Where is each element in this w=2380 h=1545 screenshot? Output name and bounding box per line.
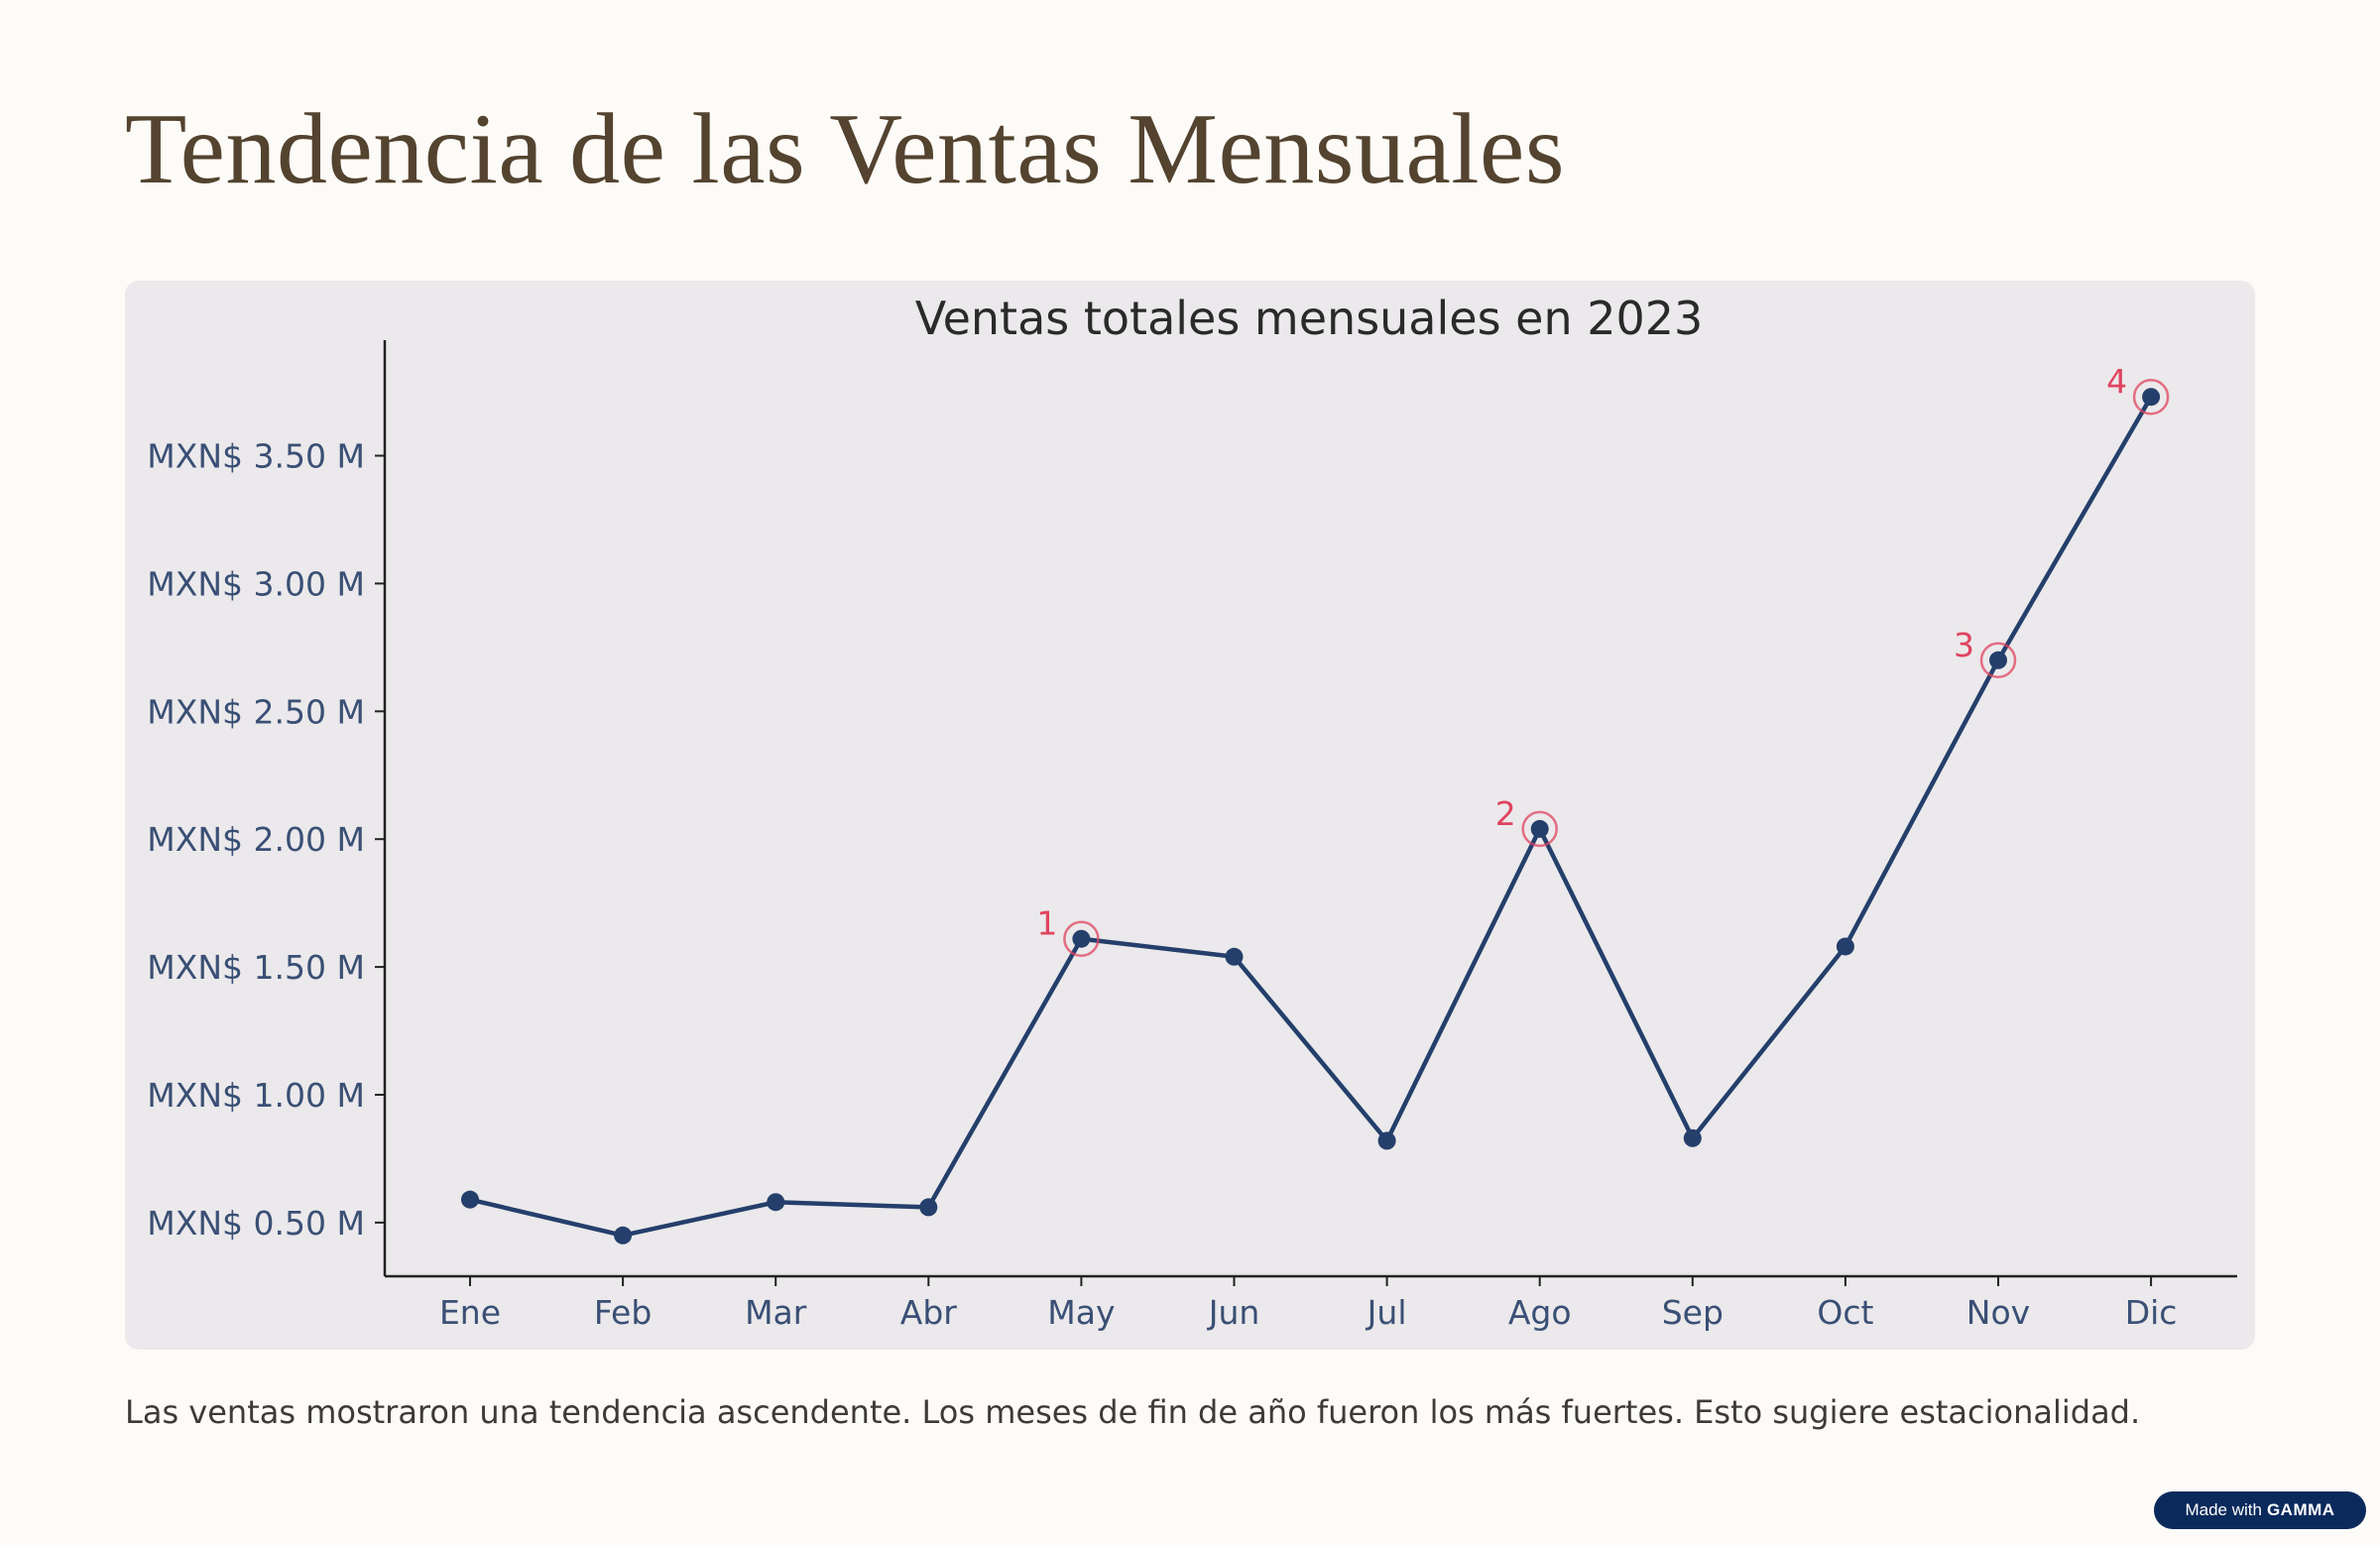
x-tick-label: Sep [1662, 1293, 1724, 1332]
highlight-ring [2132, 378, 2170, 416]
data-point [1989, 651, 2007, 669]
data-point [461, 1190, 479, 1209]
data-point [614, 1226, 633, 1245]
summary-caption: Las ventas mostraron una tendencia ascen… [125, 1393, 2141, 1431]
x-tick-label: Feb [594, 1293, 652, 1332]
data-point [1836, 937, 1854, 956]
x-tick-label: Oct [1817, 1293, 1873, 1332]
x-tick-label: May [1047, 1293, 1115, 1332]
y-tick-label: MXN$ 2.00 M [147, 820, 365, 859]
annotation-label: 3 [1954, 626, 1974, 664]
x-tick-label: Dic [2125, 1293, 2178, 1332]
x-tick-label: Abr [900, 1293, 958, 1332]
chart-card: Ventas totales mensuales en 2023 MXN$ 0.… [125, 281, 2255, 1350]
y-tick-label: MXN$ 3.50 M [147, 437, 365, 476]
sales-line-chart: Ventas totales mensuales en 2023 MXN$ 0.… [147, 292, 2237, 1332]
y-tick-label: MXN$ 0.50 M [147, 1204, 365, 1243]
data-point [2142, 388, 2161, 407]
annotation-label: 1 [1036, 904, 1057, 943]
annotation-label: 4 [2106, 362, 2127, 401]
x-tick-label: Nov [1966, 1293, 2030, 1332]
data-point [1683, 1129, 1702, 1147]
annotation-label: 2 [1495, 794, 1516, 833]
highlight-ring [1521, 810, 1558, 848]
x-tick-label: Jun [1207, 1293, 1260, 1332]
x-tick-label: Mar [745, 1293, 807, 1332]
x-tick-label: Ago [1508, 1293, 1572, 1332]
data-point [1377, 1131, 1396, 1150]
y-tick-label: MXN$ 2.50 M [147, 692, 365, 731]
y-tick-label: MXN$ 3.00 M [147, 564, 365, 603]
made-with-gamma-badge[interactable]: Made with GAMMA [2154, 1491, 2366, 1529]
highlight-ring [1063, 920, 1100, 957]
sales-series-line [467, 394, 2154, 1239]
badge-prefix: Made with [2185, 1500, 2262, 1519]
highlight-ring [1979, 642, 2017, 679]
gamma-logo: GAMMA [2266, 1500, 2335, 1519]
data-point [1530, 819, 1549, 838]
data-point [919, 1198, 938, 1217]
chart-title: Ventas totales mensuales en 2023 [915, 292, 1704, 345]
y-tick-label: MXN$ 1.50 M [147, 948, 365, 987]
data-point [1225, 947, 1244, 966]
x-tick-label: Ene [439, 1293, 501, 1332]
data-point [767, 1193, 785, 1212]
x-tick-label: Jul [1366, 1293, 1407, 1332]
page-title: Tendencia de las Ventas Mensuales [125, 93, 1566, 205]
data-point [1072, 929, 1091, 948]
y-tick-label: MXN$ 1.00 M [147, 1076, 365, 1115]
